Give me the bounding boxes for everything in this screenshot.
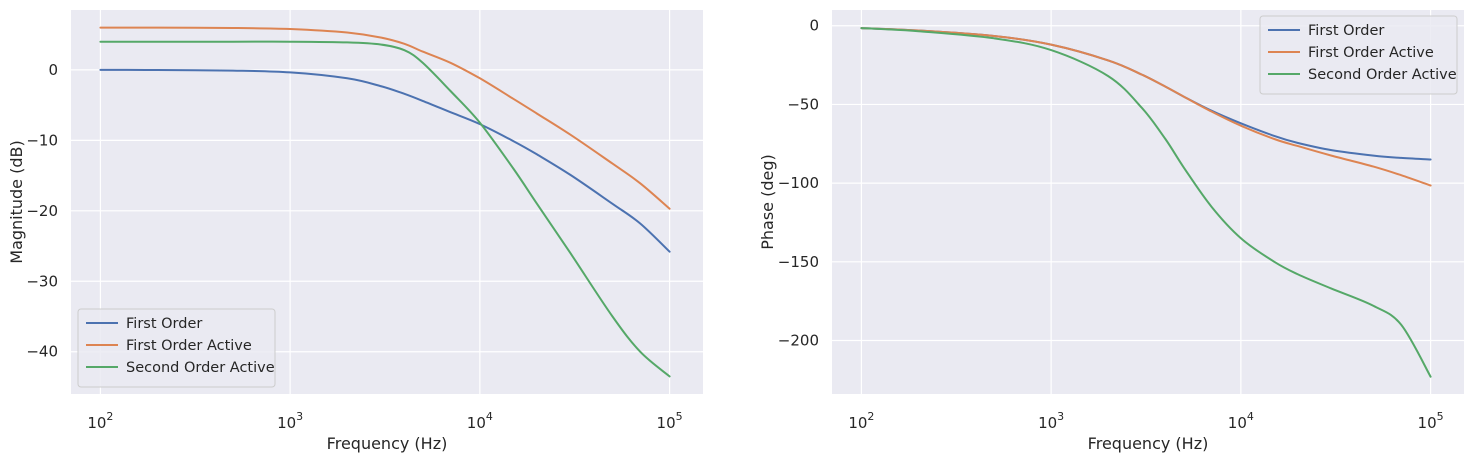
series-line-first-order-active: [99, 26, 671, 210]
series-lines: [860, 27, 1432, 378]
x-tick-label: 105: [1418, 410, 1444, 432]
y-tick-label: −200: [778, 331, 819, 349]
phase-chart: 102 103 104 105 0 −50 −100 −150 −200 Frequency (…: [758, 10, 1464, 453]
legend-label: First Order: [126, 316, 202, 332]
x-tick-label: 102: [848, 410, 874, 432]
legend-label: First Order: [1308, 23, 1384, 39]
series-line-second-order-active: [99, 40, 671, 378]
x-axis-label: Frequency (Hz): [1088, 434, 1209, 453]
magnitude-chart: 102 103 104 105 0 −10 −20 −30 −40 Frequency (Hz)…: [7, 10, 703, 453]
x-tick-label: 103: [277, 410, 303, 432]
legend-box: [1259, 15, 1458, 95]
y-tick-label: −50: [787, 95, 819, 113]
legend-label: First Order Active: [126, 338, 252, 354]
series-line-first-order-active: [860, 27, 1432, 187]
y-tick-label: 0: [48, 61, 58, 79]
tick-labels: 102 103 104 105 0 −10 −20 −30 −40: [26, 61, 682, 432]
legend-label: Second Order Active: [1308, 67, 1457, 83]
x-tick-label: 103: [1038, 410, 1064, 432]
y-axis-label: Phase (deg): [758, 154, 777, 250]
y-tick-label: −100: [778, 174, 819, 192]
series-lines: [99, 26, 671, 378]
y-axis-label: Magnitude (dB): [7, 140, 26, 263]
legend: First Order First Order Active Second Orde…: [1259, 15, 1458, 95]
y-tick-label: −150: [778, 253, 819, 271]
series-line-second-order-active: [860, 27, 1432, 378]
x-tick-label: 104: [467, 410, 493, 432]
legend-label: First Order Active: [1308, 45, 1434, 61]
legend-label: Second Order Active: [126, 360, 275, 376]
y-tick-label: −40: [26, 343, 58, 361]
legend-box: [77, 308, 276, 388]
x-tick-label: 102: [87, 410, 113, 432]
y-tick-label: −30: [26, 272, 58, 290]
y-tick-label: 0: [809, 17, 819, 35]
gridlines: [832, 10, 1464, 394]
tick-labels: 102 103 104 105 0 −50 −100 −150 −200: [778, 17, 1444, 432]
y-tick-label: −10: [26, 131, 58, 149]
series-line-first-order: [99, 68, 671, 253]
x-axis-label: Frequency (Hz): [327, 434, 448, 453]
x-tick-label: 104: [1228, 410, 1254, 432]
y-tick-label: −20: [26, 202, 58, 220]
x-tick-label: 105: [657, 410, 683, 432]
legend: First Order First Order Active Second Orde…: [77, 308, 276, 388]
